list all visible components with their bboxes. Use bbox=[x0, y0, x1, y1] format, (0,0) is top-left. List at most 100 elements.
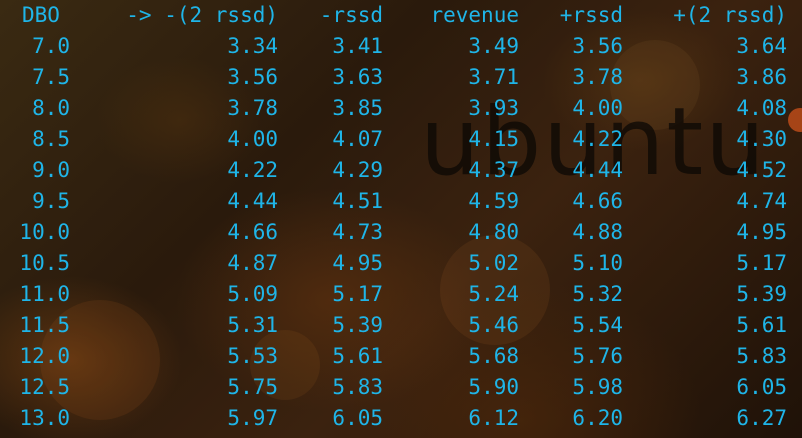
cell-plus-2-rssd: 3.86 bbox=[736, 65, 787, 89]
cell-minus-rssd: 4.95 bbox=[332, 251, 383, 275]
cell-revenue: 5.68 bbox=[468, 344, 519, 368]
column-header-minus-rssd: -rssd bbox=[319, 3, 383, 27]
cell-revenue: 5.90 bbox=[468, 375, 519, 399]
cell-plus-2-rssd: 4.30 bbox=[736, 127, 787, 151]
cell-minus-rssd: 4.51 bbox=[332, 189, 383, 213]
table-row: 12.0 5.53 5.61 5.68 5.76 5.83 bbox=[0, 341, 787, 372]
cell-revenue: 3.93 bbox=[468, 96, 519, 120]
cell-minus-rssd: 4.07 bbox=[332, 127, 383, 151]
cell-plus-rssd: 5.98 bbox=[572, 375, 623, 399]
cell-plus-rssd: 5.76 bbox=[572, 344, 623, 368]
cell-revenue: 6.12 bbox=[468, 406, 519, 430]
cell-minus-rssd: 5.17 bbox=[332, 282, 383, 306]
table-row: 13.0 5.97 6.05 6.12 6.20 6.27 bbox=[0, 403, 787, 434]
cell-plus-rssd: 4.66 bbox=[572, 189, 623, 213]
cell-dbo: 11.0 bbox=[19, 282, 70, 306]
terminal-output: DBO -> -(2 rssd) -rssd revenue +rssd +(2… bbox=[0, 0, 787, 434]
column-header-dbo: DBO bbox=[22, 3, 60, 27]
cell-plus-rssd: 4.88 bbox=[572, 220, 623, 244]
cell-plus-2-rssd: 4.08 bbox=[736, 96, 787, 120]
cell-dbo: 11.5 bbox=[19, 313, 70, 337]
cell-minus-rssd: 5.61 bbox=[332, 344, 383, 368]
cell-plus-rssd: 5.10 bbox=[572, 251, 623, 275]
cell-plus-2-rssd: 5.39 bbox=[736, 282, 787, 306]
cell-plus-2-rssd: 4.74 bbox=[736, 189, 787, 213]
cell-plus-2-rssd: 4.52 bbox=[736, 158, 787, 182]
table-row: 7.5 3.56 3.63 3.71 3.78 3.86 bbox=[0, 62, 787, 93]
cell-revenue: 5.24 bbox=[468, 282, 519, 306]
cell-plus-rssd: 5.54 bbox=[572, 313, 623, 337]
cell-plus-rssd: 4.00 bbox=[572, 96, 623, 120]
cell-dbo: 13.0 bbox=[19, 406, 70, 430]
cell-dbo: 9.5 bbox=[32, 189, 70, 213]
table-row: 11.0 5.09 5.17 5.24 5.32 5.39 bbox=[0, 279, 787, 310]
cell-plus-rssd: 4.44 bbox=[572, 158, 623, 182]
cell-minus-2-rssd: 4.00 bbox=[227, 127, 278, 151]
cell-minus-rssd: 4.29 bbox=[332, 158, 383, 182]
cell-plus-2-rssd: 4.95 bbox=[736, 220, 787, 244]
table-row: 12.5 5.75 5.83 5.90 5.98 6.05 bbox=[0, 372, 787, 403]
cell-revenue: 5.02 bbox=[468, 251, 519, 275]
table-row: 9.5 4.44 4.51 4.59 4.66 4.74 bbox=[0, 186, 787, 217]
cell-plus-2-rssd: 6.27 bbox=[736, 406, 787, 430]
table-row: 10.5 4.87 4.95 5.02 5.10 5.17 bbox=[0, 248, 787, 279]
cell-minus-2-rssd: 3.56 bbox=[227, 65, 278, 89]
cell-revenue: 4.59 bbox=[468, 189, 519, 213]
cell-dbo: 12.0 bbox=[19, 344, 70, 368]
cell-minus-2-rssd: 3.34 bbox=[227, 34, 278, 58]
cell-revenue: 5.46 bbox=[468, 313, 519, 337]
table-row: 8.5 4.00 4.07 4.15 4.22 4.30 bbox=[0, 124, 787, 155]
cell-dbo: 7.0 bbox=[32, 34, 70, 58]
cell-dbo: 10.0 bbox=[19, 220, 70, 244]
cell-minus-rssd: 4.73 bbox=[332, 220, 383, 244]
cell-minus-rssd: 6.05 bbox=[332, 406, 383, 430]
cell-minus-rssd: 3.85 bbox=[332, 96, 383, 120]
table-row: 8.0 3.78 3.85 3.93 4.00 4.08 bbox=[0, 93, 787, 124]
table-row: 7.0 3.34 3.41 3.49 3.56 3.64 bbox=[0, 31, 787, 62]
cell-plus-rssd: 4.22 bbox=[572, 127, 623, 151]
cell-plus-2-rssd: 3.64 bbox=[736, 34, 787, 58]
cell-revenue: 4.80 bbox=[468, 220, 519, 244]
cell-dbo: 9.0 bbox=[32, 158, 70, 182]
column-header-plus-rssd: +rssd bbox=[559, 3, 623, 27]
cell-revenue: 3.49 bbox=[468, 34, 519, 58]
cell-revenue: 4.37 bbox=[468, 158, 519, 182]
cell-plus-2-rssd: 5.17 bbox=[736, 251, 787, 275]
ubuntu-logo-icon bbox=[788, 108, 802, 132]
cell-minus-2-rssd: 4.22 bbox=[227, 158, 278, 182]
cell-minus-2-rssd: 5.75 bbox=[227, 375, 278, 399]
cell-revenue: 3.71 bbox=[468, 65, 519, 89]
cell-minus-2-rssd: 5.53 bbox=[227, 344, 278, 368]
cell-dbo: 10.5 bbox=[19, 251, 70, 275]
column-header-revenue: revenue bbox=[430, 3, 519, 27]
cell-minus-rssd: 3.41 bbox=[332, 34, 383, 58]
cell-minus-rssd: 5.39 bbox=[332, 313, 383, 337]
cell-revenue: 4.15 bbox=[468, 127, 519, 151]
cell-minus-rssd: 5.83 bbox=[332, 375, 383, 399]
cell-minus-2-rssd: 5.09 bbox=[227, 282, 278, 306]
table-row: 11.5 5.31 5.39 5.46 5.54 5.61 bbox=[0, 310, 787, 341]
column-header-minus-2-rssd: -> -(2 rssd) bbox=[126, 3, 278, 27]
cell-dbo: 12.5 bbox=[19, 375, 70, 399]
cell-minus-2-rssd: 4.87 bbox=[227, 251, 278, 275]
cell-dbo: 7.5 bbox=[32, 65, 70, 89]
cell-dbo: 8.5 bbox=[32, 127, 70, 151]
cell-minus-2-rssd: 4.66 bbox=[227, 220, 278, 244]
cell-minus-2-rssd: 3.78 bbox=[227, 96, 278, 120]
cell-plus-rssd: 6.20 bbox=[572, 406, 623, 430]
column-header-plus-2-rssd: +(2 rssd) bbox=[673, 3, 787, 27]
cell-plus-rssd: 3.56 bbox=[572, 34, 623, 58]
cell-dbo: 8.0 bbox=[32, 96, 70, 120]
cell-minus-2-rssd: 5.97 bbox=[227, 406, 278, 430]
cell-minus-2-rssd: 5.31 bbox=[227, 313, 278, 337]
cell-plus-2-rssd: 6.05 bbox=[736, 375, 787, 399]
cell-plus-2-rssd: 5.83 bbox=[736, 344, 787, 368]
cell-minus-2-rssd: 4.44 bbox=[227, 189, 278, 213]
table-row: 9.0 4.22 4.29 4.37 4.44 4.52 bbox=[0, 155, 787, 186]
cell-minus-rssd: 3.63 bbox=[332, 65, 383, 89]
cell-plus-rssd: 3.78 bbox=[572, 65, 623, 89]
table-row: 10.0 4.66 4.73 4.80 4.88 4.95 bbox=[0, 217, 787, 248]
table-header-row: DBO -> -(2 rssd) -rssd revenue +rssd +(2… bbox=[0, 0, 787, 31]
cell-plus-2-rssd: 5.61 bbox=[736, 313, 787, 337]
